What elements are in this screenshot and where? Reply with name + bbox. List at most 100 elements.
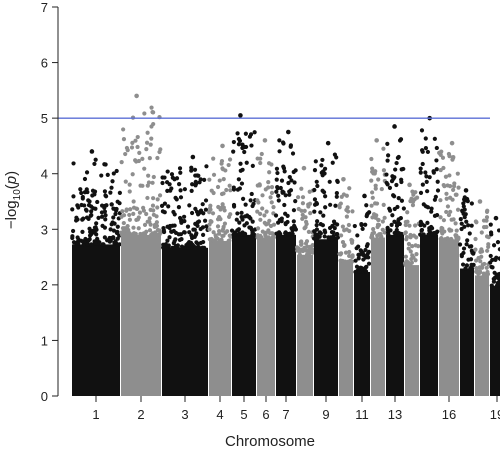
snp-point — [424, 174, 429, 179]
snp-point — [161, 243, 167, 249]
chromosome-14-dense-points — [405, 265, 419, 396]
snp-point — [157, 193, 163, 198]
snp-point — [119, 160, 124, 165]
snp-point — [287, 174, 292, 180]
snp-point — [451, 184, 457, 189]
snp-point — [455, 207, 461, 212]
snp-point — [315, 183, 320, 189]
snp-point — [260, 193, 265, 198]
snp-point — [354, 264, 360, 269]
snp-point — [283, 193, 288, 198]
snp-point — [113, 239, 118, 244]
snp-point — [260, 206, 265, 211]
snp-point — [297, 249, 302, 254]
snp-point — [247, 134, 253, 139]
snp-point — [117, 190, 122, 196]
snp-point — [456, 185, 461, 190]
snp-point — [277, 138, 282, 143]
snp-point — [226, 162, 231, 168]
snp-point — [420, 161, 425, 167]
snp-point — [172, 239, 177, 244]
snp-point — [299, 186, 304, 191]
snp-point — [373, 186, 378, 191]
snp-point — [219, 191, 225, 197]
snp-point — [356, 256, 361, 261]
snp-point — [310, 243, 315, 248]
snp-point — [431, 169, 436, 174]
snp-point — [343, 250, 349, 255]
chromosome-4-peak-point — [220, 143, 225, 149]
snp-point — [221, 205, 226, 210]
snp-point — [334, 155, 339, 160]
snp-point — [496, 228, 500, 233]
snp-point — [359, 249, 364, 254]
snp-point — [459, 226, 464, 232]
y-tick-label: 7 — [41, 0, 48, 15]
snp-point — [190, 182, 195, 187]
snp-point — [276, 193, 281, 198]
snp-point — [185, 224, 191, 229]
snp-point — [469, 223, 474, 228]
snp-point — [409, 196, 414, 201]
y-axis-title: −log10(p) — [3, 171, 23, 229]
snp-point — [235, 211, 240, 216]
snp-point — [169, 186, 174, 191]
snp-point — [211, 238, 216, 243]
snp-point — [427, 175, 432, 180]
snp-point — [410, 244, 415, 249]
snp-point — [438, 198, 443, 203]
snp-point — [385, 158, 390, 163]
y-tick-label: 1 — [41, 333, 48, 348]
snp-point — [127, 212, 132, 218]
snp-point — [166, 243, 171, 248]
snp-point — [480, 262, 485, 268]
snp-point — [320, 157, 325, 163]
snp-point — [366, 249, 372, 255]
snp-point — [473, 236, 478, 242]
snp-point — [267, 170, 272, 175]
snp-point — [467, 231, 472, 236]
snp-point — [358, 265, 363, 270]
snp-point — [165, 238, 170, 243]
snp-point — [445, 204, 451, 209]
snp-point — [381, 202, 386, 207]
snp-point — [288, 143, 294, 148]
snp-point — [409, 260, 414, 265]
snp-point — [385, 141, 390, 147]
snp-point — [458, 216, 463, 222]
chromosome-11-points — [352, 193, 372, 396]
snp-point — [231, 149, 236, 154]
snp-point — [277, 149, 282, 154]
snp-point — [341, 243, 347, 249]
snp-point — [473, 247, 478, 252]
snp-point — [313, 159, 318, 164]
snp-point — [277, 232, 282, 237]
snp-point — [308, 210, 313, 216]
snp-point — [346, 222, 351, 228]
snp-point — [78, 187, 83, 192]
y-axis-title-close: ) — [3, 171, 20, 176]
snp-point — [425, 149, 431, 155]
snp-point — [207, 222, 212, 227]
snp-point — [318, 221, 323, 227]
snp-point — [473, 219, 478, 224]
snp-point — [202, 218, 208, 223]
snp-point — [484, 234, 490, 239]
snp-point — [99, 203, 105, 208]
snp-point — [70, 228, 76, 234]
chromosome-9-points — [311, 140, 340, 396]
snp-point — [408, 249, 413, 254]
snp-point — [474, 266, 479, 271]
x-tick-label-chromosome-6: 6 — [262, 407, 269, 422]
chromosome-18-points — [473, 199, 491, 396]
snp-point — [92, 161, 97, 167]
snp-point — [201, 239, 206, 245]
chromosome-19-peak-point — [493, 215, 499, 221]
x-tick-label-chromosome-1: 1 — [92, 407, 99, 422]
snp-point — [396, 231, 401, 236]
snp-point — [108, 227, 113, 232]
snp-point — [371, 212, 377, 217]
snp-point — [459, 221, 464, 226]
snp-point — [194, 231, 199, 236]
snp-point — [149, 232, 154, 237]
